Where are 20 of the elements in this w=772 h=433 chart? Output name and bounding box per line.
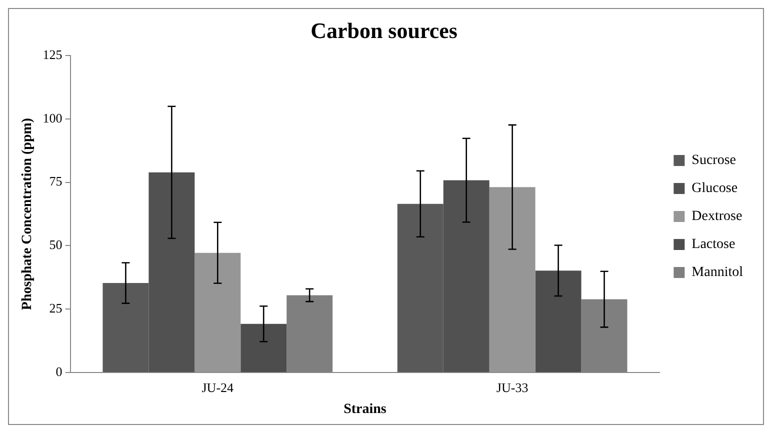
legend-label: Glucose: [692, 181, 738, 196]
x-axis-title: Strains: [344, 402, 387, 418]
bar: [240, 324, 287, 372]
legend-label: Sucrose: [692, 153, 736, 168]
legend-label: Dextrose: [692, 209, 742, 224]
chart-title: Carbon sources: [310, 18, 458, 43]
y-tick-label: 75: [49, 174, 62, 189]
bar: [194, 252, 241, 372]
y-tick-label: 25: [49, 300, 62, 316]
y-axis-title: Phosphate Concentration (ppm): [20, 118, 36, 310]
x-tick-label: JU-24: [202, 380, 234, 395]
y-tick-label: 125: [42, 46, 62, 62]
bar: [489, 187, 536, 372]
x-tick-label: JU-33: [496, 380, 528, 395]
legend-label: Mannitol: [692, 265, 744, 280]
y-tick-label: 100: [42, 110, 62, 126]
y-tick-label: 0: [56, 364, 62, 380]
legend-label: Lactose: [692, 237, 736, 252]
y-tick-label: 50: [49, 237, 62, 252]
bar: [535, 270, 582, 372]
